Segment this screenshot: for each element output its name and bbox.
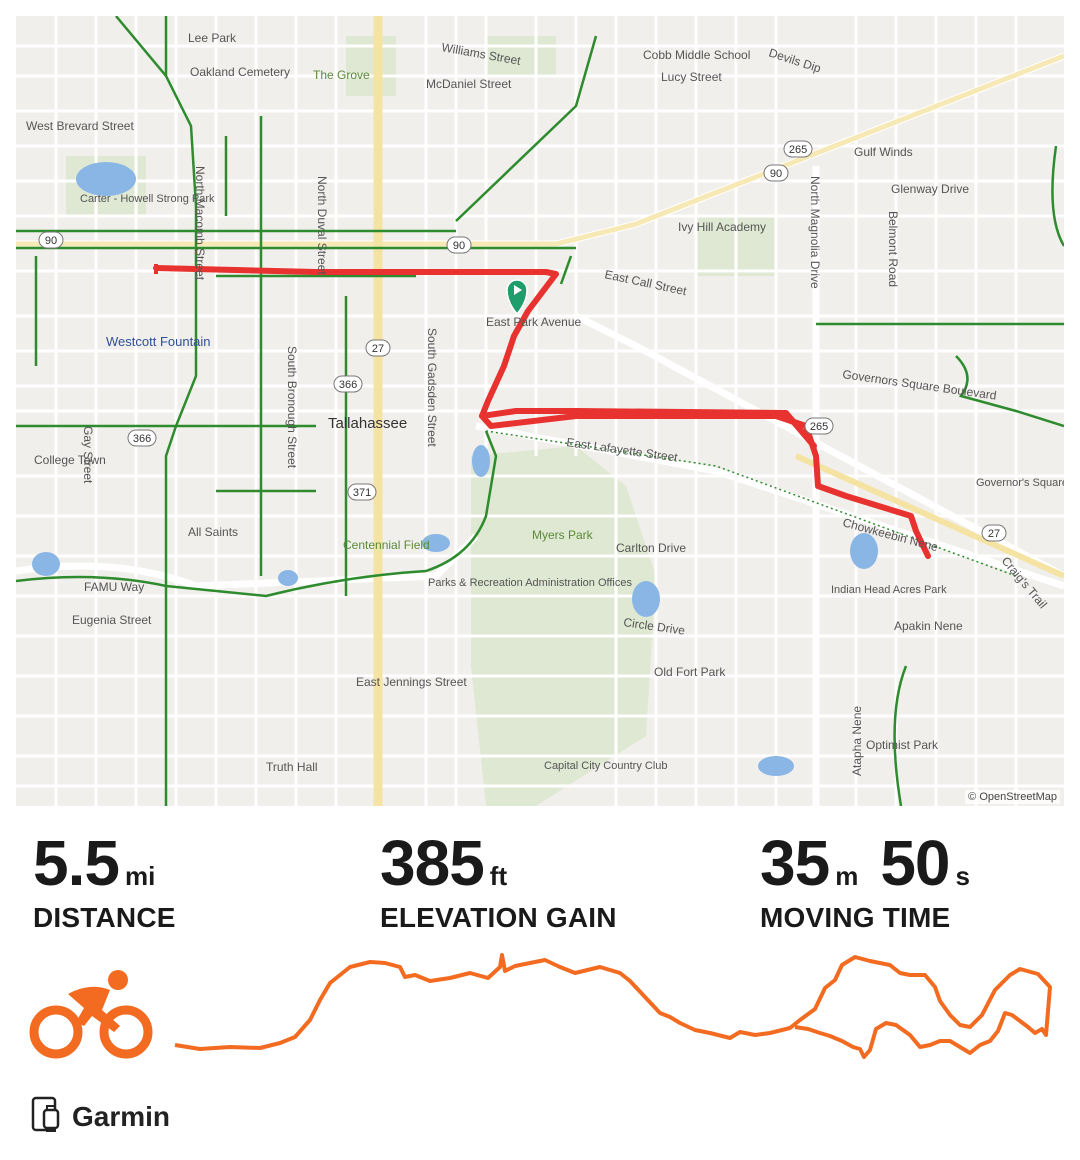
rail-trail xyxy=(485,430,1017,577)
map-label: Truth Hall xyxy=(266,760,318,774)
map-label: West Brevard Street xyxy=(26,119,134,133)
route-map[interactable]: 90 90 90 265 265 27 27 366 366 371 Lee P… xyxy=(16,16,1064,806)
time-minutes-unit: m xyxy=(835,861,859,891)
device-name: Garmin xyxy=(72,1100,171,1132)
svg-text:27: 27 xyxy=(372,343,384,355)
map-label: Lucy Street xyxy=(661,70,722,84)
map-label: Governor's Square Mall xyxy=(976,477,1064,489)
map-label: Atapha Nene xyxy=(850,706,864,776)
map-label: The Grove xyxy=(313,68,370,82)
map-label: Parks & Recreation Administration Office… xyxy=(428,577,632,589)
elevation-label: ELEVATION GAIN xyxy=(380,902,617,933)
grove-park xyxy=(346,36,396,96)
map-label: Gay Street xyxy=(81,426,95,484)
map-label: Tallahassee xyxy=(328,415,407,432)
moving-time-label: MOVING TIME xyxy=(760,902,951,933)
water-bodies xyxy=(32,162,878,776)
map-label: Lee Park xyxy=(188,31,237,45)
time-minutes-value: 35 xyxy=(760,827,830,899)
map-label: Cobb Middle School xyxy=(643,48,750,62)
svg-text:265: 265 xyxy=(810,421,828,433)
map-label: Old Fort Park xyxy=(654,665,726,679)
svg-text:27: 27 xyxy=(988,528,1000,540)
watch-phone-icon xyxy=(30,1096,64,1137)
map-label: Centennial Field xyxy=(343,538,430,552)
svg-text:371: 371 xyxy=(353,487,371,499)
road-shields: 90 90 90 265 265 27 27 366 366 371 xyxy=(38,140,1007,542)
map-label: Indian Head Acres Park xyxy=(831,584,947,596)
route-track xyxy=(153,265,931,559)
map-label: North Magnolia Drive xyxy=(808,176,822,289)
tennessee-street xyxy=(16,53,1064,247)
map-label: Carlton Drive xyxy=(616,541,686,555)
map-label: Oakland Cemetery xyxy=(190,65,290,79)
map-label: Myers Park xyxy=(532,528,594,542)
map-canvas: 90 90 90 265 265 27 27 366 366 371 Lee P… xyxy=(16,16,1064,806)
map-label: McDaniel Street xyxy=(426,77,512,91)
bike-paths xyxy=(16,16,1064,806)
time-seconds-value: 50 xyxy=(880,827,950,899)
svg-text:366: 366 xyxy=(339,379,357,391)
elevation-stat: 385 ft ELEVATION GAIN xyxy=(380,828,617,934)
svg-text:90: 90 xyxy=(45,235,57,247)
distance-value: 5.5 xyxy=(33,827,120,899)
map-label: Gulf Winds xyxy=(854,145,913,159)
map-label: South Bronough Street xyxy=(285,346,299,469)
svg-text:90: 90 xyxy=(453,240,465,252)
map-label: East Park Avenue xyxy=(486,315,582,329)
device-info: Garmin xyxy=(30,1096,170,1137)
map-label: Carter - Howell Strong Park xyxy=(80,193,215,205)
map-labels: Lee Park Oakland Cemetery The Grove Will… xyxy=(26,31,1064,776)
map-label: FAMU Way xyxy=(84,580,144,594)
map-label: Capital City Country Club xyxy=(544,760,668,772)
start-marker xyxy=(506,279,528,316)
svg-text:265: 265 xyxy=(789,144,807,156)
map-label: Apakin Nene xyxy=(894,619,963,633)
elevation-profile xyxy=(170,945,1060,1080)
elevation-unit: ft xyxy=(489,861,508,891)
map-label: Optimist Park xyxy=(866,738,939,752)
elevation-line xyxy=(174,953,1052,1059)
map-label: Ivy Hill Academy xyxy=(678,220,766,234)
map-label: All Saints xyxy=(188,525,238,539)
svg-text:366: 366 xyxy=(133,433,151,445)
distance-unit: mi xyxy=(124,861,156,891)
map-attribution[interactable]: © OpenStreetMap xyxy=(965,790,1060,804)
distance-label: DISTANCE xyxy=(33,902,176,933)
map-label: Eugenia Street xyxy=(72,613,152,627)
map-label: North Macomb Street xyxy=(193,166,207,281)
route-27 xyxy=(794,453,1064,579)
map-label: East Jennings Street xyxy=(356,675,467,689)
svg-text:90: 90 xyxy=(770,168,782,180)
map-label: Glenway Drive xyxy=(891,182,969,196)
map-label: Belmont Road xyxy=(886,211,900,287)
time-seconds-unit: s xyxy=(955,861,970,891)
map-label: South Gadsden Street xyxy=(425,328,439,447)
distance-stat: 5.5 mi DISTANCE xyxy=(33,828,177,934)
map-label: North Duval Street xyxy=(315,176,329,275)
moving-time-stat: 35 m 50 s MOVING TIME xyxy=(760,828,992,934)
cycling-icon xyxy=(28,968,154,1069)
map-label: Westcott Fountain xyxy=(106,334,211,349)
elevation-value: 385 xyxy=(380,827,485,899)
map-label: College Town xyxy=(34,453,106,467)
